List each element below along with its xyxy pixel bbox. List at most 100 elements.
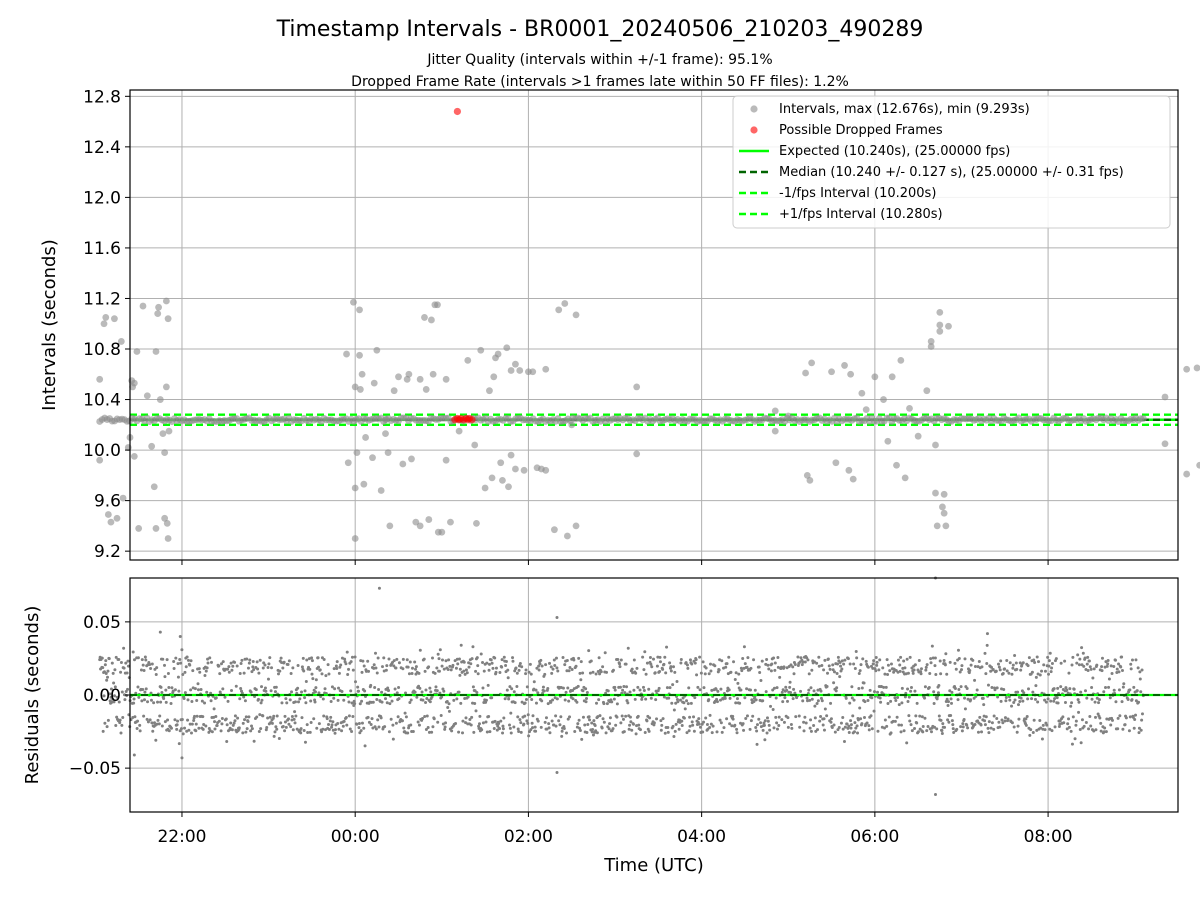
residual-point <box>791 697 795 701</box>
residual-point <box>173 688 177 692</box>
interval-point <box>880 396 887 403</box>
residual-point <box>577 656 581 660</box>
residual-point <box>345 650 349 654</box>
residual-point <box>325 717 329 721</box>
residual-point <box>480 728 484 732</box>
residual-point <box>916 730 920 734</box>
residual-point <box>1034 684 1038 688</box>
residual-point <box>934 673 938 677</box>
residual-point <box>686 702 690 706</box>
residual-point <box>1069 704 1073 708</box>
residual-point <box>586 723 590 727</box>
residual-point <box>940 731 944 735</box>
residual-point <box>838 661 842 665</box>
residual-point <box>662 662 666 666</box>
residual-point <box>484 720 488 724</box>
residual-point <box>546 702 550 706</box>
residual-point <box>549 700 553 704</box>
bottom-ytick-label: 0.05 <box>83 613 121 633</box>
residual-point <box>790 726 794 730</box>
residual-point <box>949 697 953 701</box>
residual-point <box>587 715 591 719</box>
residual-point <box>215 724 219 728</box>
residual-point <box>392 659 396 663</box>
residual-point <box>323 728 327 732</box>
residual-point <box>746 656 750 660</box>
interval-point <box>111 315 118 323</box>
residual-point <box>1031 731 1035 735</box>
residual-point <box>330 725 334 729</box>
residual-point <box>494 670 498 674</box>
residual-point <box>606 689 610 693</box>
residual-point <box>270 666 274 670</box>
residual-point <box>414 667 418 671</box>
residual-point <box>201 727 205 731</box>
residual-point <box>120 723 124 727</box>
residual-point <box>634 732 638 736</box>
residual-point <box>938 659 942 663</box>
residual-point <box>111 671 115 675</box>
residual-point <box>515 685 519 689</box>
residual-point <box>179 661 183 665</box>
residual-point <box>858 706 862 710</box>
interval-point <box>486 387 493 395</box>
residual-point <box>823 707 827 711</box>
residual-point <box>165 658 169 662</box>
residual-point <box>361 659 365 663</box>
residual-point <box>509 711 513 715</box>
residual-point <box>913 727 917 731</box>
residual-point <box>391 723 395 727</box>
residual-point <box>684 661 688 665</box>
residual-point <box>510 687 514 691</box>
residual-point <box>680 723 684 727</box>
residual-point <box>193 714 197 718</box>
residual-point <box>316 656 320 660</box>
residual-point <box>455 657 459 661</box>
residual-point <box>309 721 313 725</box>
residual-point <box>599 670 603 674</box>
residual-point <box>1102 730 1106 734</box>
residual-point <box>1052 699 1056 703</box>
interval-point <box>434 301 441 309</box>
residual-point <box>184 665 188 669</box>
residual-point <box>1136 666 1140 670</box>
interval-point <box>927 338 935 345</box>
residual-point <box>120 690 124 694</box>
residual-point <box>431 725 435 729</box>
residual-point <box>687 729 691 733</box>
residual-point <box>773 668 777 672</box>
residual-point <box>389 717 393 721</box>
top-ytick-label: 12.4 <box>83 138 121 158</box>
residual-point <box>584 700 588 704</box>
residual-point <box>815 661 819 665</box>
interval-point <box>888 373 896 381</box>
residual-point <box>112 700 116 704</box>
residual-point <box>157 722 161 726</box>
residual-point <box>231 723 235 727</box>
residual-point <box>850 696 854 700</box>
residual-point <box>328 719 332 723</box>
residual-point <box>1069 729 1073 733</box>
interval-point <box>845 466 853 474</box>
residual-point <box>570 668 574 672</box>
residual-point <box>808 698 812 702</box>
residual-point <box>1120 655 1124 659</box>
residual-point <box>485 661 489 665</box>
residual-point <box>1086 669 1090 673</box>
residual-point <box>621 688 625 692</box>
legend-entry-minus-fps: -1/fps Interval (10.200s) <box>779 186 936 201</box>
residual-point <box>842 662 846 666</box>
residual-point <box>422 657 426 661</box>
residual-point <box>807 688 811 692</box>
residual-point <box>1108 696 1112 700</box>
residual-point <box>1120 668 1124 672</box>
residual-point <box>961 722 965 726</box>
residual-point <box>871 662 875 666</box>
residual-point <box>755 723 759 727</box>
residual-point <box>1012 725 1016 729</box>
residual-point <box>217 664 221 668</box>
residual-point <box>749 719 753 723</box>
residual-point <box>551 698 555 702</box>
residual-point <box>1004 699 1008 703</box>
residual-point <box>663 731 667 735</box>
